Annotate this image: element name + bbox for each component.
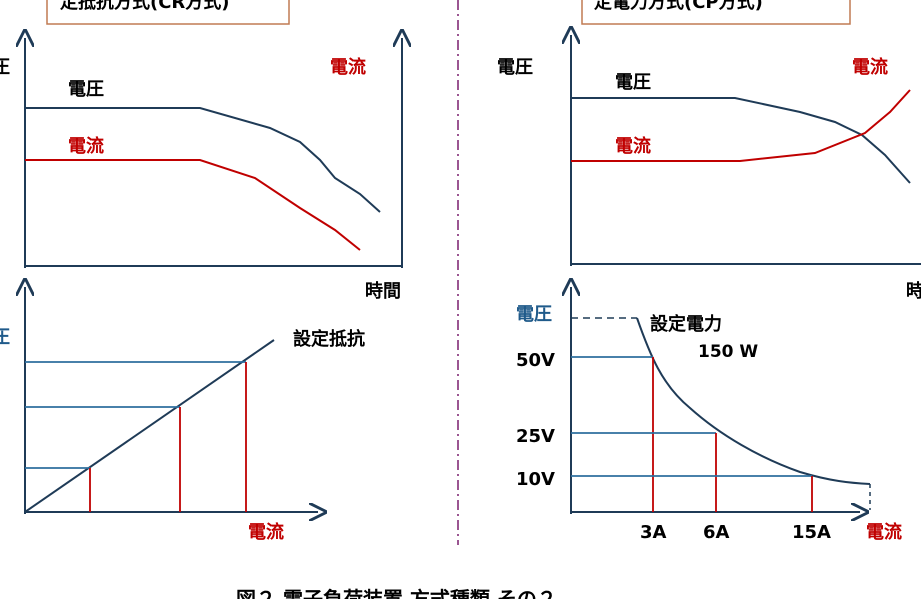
right-title-box (581, 0, 851, 25)
right-axis-label: 電流 (330, 56, 366, 78)
right-axis-label: 電流 (852, 56, 888, 78)
left-title: 定抵抗方式(CR方式) (60, 0, 230, 13)
y-axis-label: 圧 (0, 57, 10, 78)
x-axis-label: 電流 (866, 521, 902, 543)
power-label-2: 150 W (698, 342, 758, 362)
current-label: 電流 (615, 135, 651, 157)
power-label-1: 設定電力 (650, 313, 722, 335)
resistance-label: 設定抵抗 (293, 328, 365, 350)
resistance-line (24, 339, 275, 513)
y-tick-50v: 50V (516, 350, 555, 371)
right-top-chart: 電圧 電流 電圧 電流 時 (497, 35, 921, 302)
right-bottom-chart: 電圧 設定電力 150 W 50V 25V 10V 3A 6A 15A 電流 (516, 287, 902, 543)
voltage-curve (571, 97, 911, 184)
x-axis-label: 電流 (248, 521, 284, 543)
current-curve (571, 89, 911, 162)
current-label: 電流 (68, 135, 104, 157)
x-tick-6a: 6A (703, 522, 730, 543)
left-title-box (46, 0, 290, 25)
left-top-chart: 圧 電流 電圧 電流 時間 (0, 38, 402, 302)
x-axis-label: 時間 (365, 281, 401, 302)
figure-caption: 図２ 電子負荷装置 方式種類 その２ (236, 587, 557, 599)
x-axis-label: 時 (906, 281, 921, 302)
right-title: 定電力方式(CP方式) (594, 0, 763, 13)
constant-power-curve (636, 317, 871, 485)
right-panel: 定電力方式(CP方式) 電圧 電流 電圧 電流 時 電圧 設定電力 150 W (497, 0, 921, 543)
y-axis-label: 電圧 (516, 304, 552, 325)
voltage-label: 電圧 (68, 79, 104, 100)
x-tick-15a: 15A (792, 522, 831, 543)
y-axis-label: 圧 (0, 327, 10, 348)
x-tick-3a: 3A (640, 522, 667, 543)
y-axis-label: 電圧 (497, 57, 533, 78)
left-panel: 定抵抗方式(CR方式) 圧 電流 電圧 電流 時間 圧 設定抵抗 電流 (0, 0, 402, 543)
y-tick-10v: 10V (516, 469, 555, 490)
y-tick-25v: 25V (516, 426, 555, 447)
current-curve (25, 159, 361, 251)
voltage-label: 電圧 (615, 72, 651, 93)
left-bottom-chart: 圧 設定抵抗 電流 (0, 287, 365, 543)
voltage-curve (25, 107, 381, 213)
